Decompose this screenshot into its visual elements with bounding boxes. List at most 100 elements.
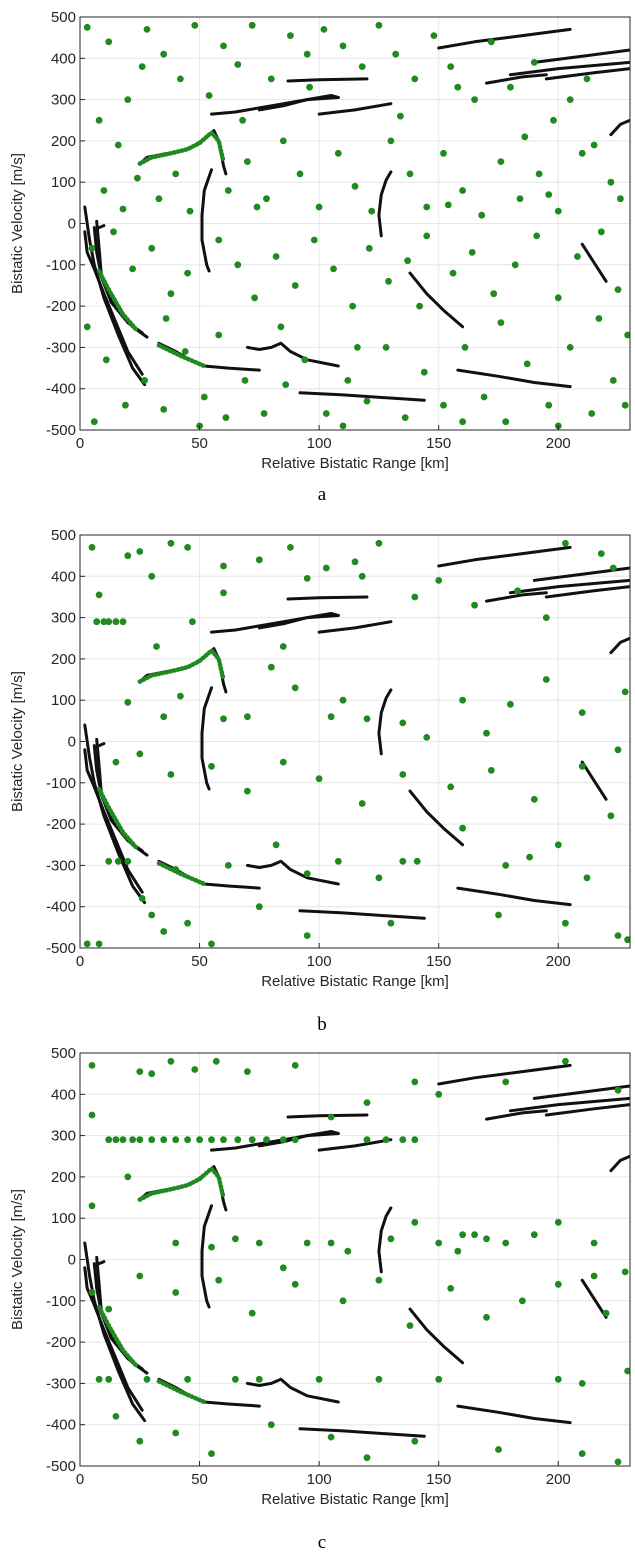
detection-point xyxy=(435,1239,443,1247)
detection-point xyxy=(411,1218,419,1226)
track-line xyxy=(508,60,630,77)
detection-point xyxy=(334,857,342,865)
detection-point xyxy=(279,643,287,650)
detection-point xyxy=(95,940,103,948)
detection-point xyxy=(148,1070,156,1078)
y-tick-label: -300 xyxy=(46,857,76,874)
detection-point xyxy=(279,758,287,766)
y-tick-label: 400 xyxy=(51,568,76,585)
detection-point xyxy=(105,618,113,626)
detection-point xyxy=(148,1136,156,1144)
detection-point xyxy=(301,356,309,364)
detection-point xyxy=(215,236,223,244)
detection-point xyxy=(502,862,510,869)
detection-point xyxy=(136,1068,144,1075)
detection-point xyxy=(320,26,328,33)
panel-label: c xyxy=(318,1532,326,1553)
detection-point xyxy=(609,377,617,384)
x-tick-label: 50 xyxy=(191,1471,208,1488)
detection-point xyxy=(382,344,390,351)
detection-point xyxy=(234,261,242,269)
detection-trail xyxy=(96,268,140,334)
y-tick-label: -300 xyxy=(46,339,76,356)
track-line xyxy=(257,1130,340,1148)
track-line xyxy=(580,1278,608,1319)
detection-point xyxy=(566,344,574,351)
track-line xyxy=(95,1255,103,1315)
detection-point xyxy=(105,1305,113,1313)
detection-point xyxy=(609,564,617,572)
track-line xyxy=(286,595,369,601)
track-line xyxy=(83,205,147,387)
detection-point xyxy=(523,360,531,368)
y-tick-label: -100 xyxy=(46,1293,76,1310)
detection-point xyxy=(186,207,194,215)
detection-point xyxy=(404,257,411,265)
detection-point xyxy=(172,1429,180,1437)
detection-point xyxy=(136,1437,144,1445)
detection-point xyxy=(191,1066,199,1073)
detection-point xyxy=(181,348,189,355)
detection-point xyxy=(172,1289,180,1296)
detection-point xyxy=(287,544,294,551)
detection-trail xyxy=(137,129,226,166)
detection-point xyxy=(521,133,529,141)
y-tick-label: -100 xyxy=(46,257,76,274)
detection-point xyxy=(248,21,256,29)
detection-point xyxy=(468,249,476,256)
detection-point xyxy=(143,1375,151,1383)
detection-point xyxy=(129,1136,137,1144)
detection-trail xyxy=(156,343,207,369)
y-axis-label: Bistatic Velocity [m/s] xyxy=(9,1189,26,1330)
detection-point xyxy=(88,244,96,252)
detection-point xyxy=(358,572,366,580)
detection-point xyxy=(487,38,495,46)
detection-trail xyxy=(137,1165,226,1202)
detection-point xyxy=(607,178,615,186)
detection-point xyxy=(530,1231,538,1239)
detection-point xyxy=(119,205,127,213)
detection-point xyxy=(112,1413,120,1420)
detection-point xyxy=(435,1090,443,1098)
detection-point xyxy=(267,1421,275,1429)
x-tick-label: 150 xyxy=(426,435,451,452)
detection-point xyxy=(136,1272,144,1280)
detection-point xyxy=(282,381,290,388)
plot-content xyxy=(83,21,630,430)
track-line xyxy=(97,1260,106,1266)
track-line xyxy=(245,1377,340,1404)
track-line xyxy=(544,67,630,81)
detection-point xyxy=(136,548,144,555)
track-line xyxy=(97,742,106,748)
detection-point xyxy=(160,928,168,935)
detection-point xyxy=(205,92,213,99)
detection-point xyxy=(224,862,232,869)
detection-point xyxy=(90,418,98,426)
detection-point xyxy=(105,1136,113,1144)
detection-point xyxy=(244,713,251,721)
track-line xyxy=(317,620,393,634)
detection-point xyxy=(255,1375,263,1383)
detection-point xyxy=(291,282,299,289)
detection-point xyxy=(459,418,466,426)
detection-point xyxy=(490,290,498,298)
y-tick-label: 300 xyxy=(51,1128,76,1145)
detection-point xyxy=(614,1086,622,1094)
detection-point xyxy=(95,1375,103,1383)
detection-point xyxy=(136,750,144,758)
detection-point xyxy=(401,414,409,421)
y-tick-label: 0 xyxy=(68,734,76,751)
detection-point xyxy=(339,696,347,704)
detection-point xyxy=(542,676,550,683)
track-line xyxy=(95,219,103,279)
detection-point xyxy=(363,715,371,723)
y-tick-label: 100 xyxy=(51,692,76,709)
detection-point xyxy=(365,244,373,252)
y-tick-label: 500 xyxy=(51,527,76,544)
detection-point xyxy=(444,201,452,209)
detection-point xyxy=(447,783,455,791)
detection-point xyxy=(459,696,466,704)
detection-point xyxy=(83,323,91,331)
x-tick-label: 200 xyxy=(546,1471,571,1488)
detection-point xyxy=(530,795,538,803)
